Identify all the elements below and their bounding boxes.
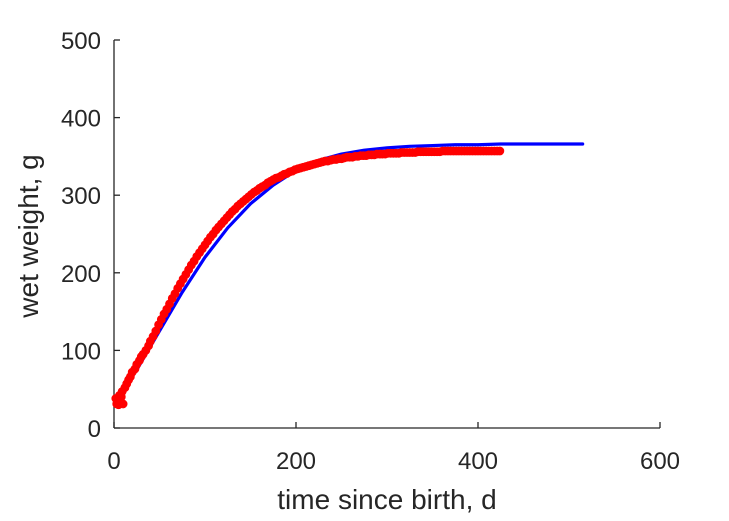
data-point — [118, 399, 128, 409]
axis-ticks: 0 200 400 600 0 100 200 300 400 500 — [61, 28, 680, 475]
y-tick-label: 0 — [88, 416, 101, 443]
y-tick-label: 400 — [61, 106, 101, 133]
x-axis-label: time since birth, d — [277, 484, 496, 515]
data-point — [495, 146, 505, 156]
x-tick-label: 400 — [458, 448, 498, 475]
data-points-layer — [111, 146, 505, 410]
x-tick-label: 600 — [640, 448, 680, 475]
y-tick-label: 300 — [61, 183, 101, 210]
plot-area: 0 200 400 600 0 100 200 300 400 500 — [61, 28, 680, 475]
x-tick-label: 0 — [107, 448, 120, 475]
x-tick-label: 200 — [276, 448, 316, 475]
y-axis-label: wet weight, g — [13, 154, 44, 318]
fitted-growth-curve — [116, 142, 585, 399]
y-tick-label: 500 — [61, 28, 101, 55]
y-tick-label: 100 — [61, 338, 101, 365]
y-tick-label: 200 — [61, 261, 101, 288]
fitted-curve-layer — [116, 142, 585, 399]
